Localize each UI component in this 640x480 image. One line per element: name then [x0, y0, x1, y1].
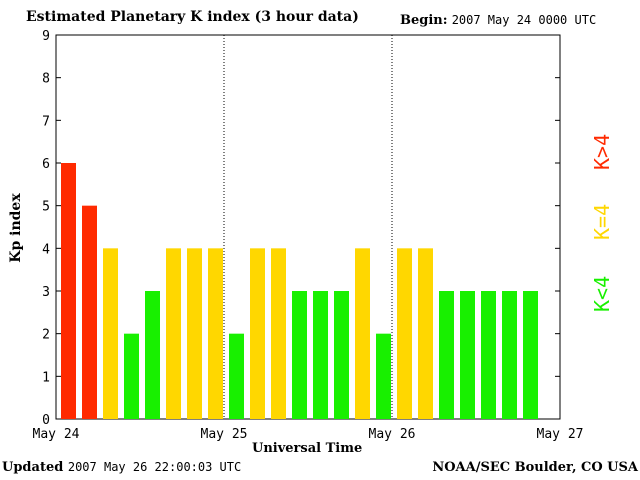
- kp-bar: [502, 291, 517, 419]
- kp-bar: [124, 333, 139, 419]
- x-tick-label: May 26: [369, 427, 416, 442]
- kp-bar: [355, 248, 370, 419]
- legend-mid: K=4: [590, 203, 614, 240]
- updated-label: Updated: [2, 460, 64, 475]
- kp-bar: [481, 291, 496, 419]
- y-tick-label: 0: [42, 413, 50, 428]
- kp-bar: [166, 248, 181, 419]
- y-tick-label: 9: [42, 29, 50, 44]
- y-tick-label: 6: [42, 157, 50, 172]
- begin-timestamp: Begin: 2007 May 24 0000 UTC: [400, 13, 596, 28]
- kp-bar: [103, 248, 118, 419]
- y-axis-label: Kp index: [8, 193, 24, 263]
- kp-bar: [271, 248, 286, 419]
- chart-title: Estimated Planetary K index (3 hour data…: [26, 9, 359, 25]
- kp-bar: [460, 291, 475, 419]
- legend-high: K>4: [590, 133, 614, 170]
- y-tick-label: 8: [42, 72, 50, 87]
- plot-frame: [55, 34, 561, 420]
- kp-bar: [523, 291, 538, 419]
- kp-bar: [313, 291, 328, 419]
- kp-bar: [145, 291, 160, 419]
- y-tick-label: 4: [42, 242, 50, 257]
- kp-bar: [292, 291, 307, 419]
- x-tick-label: May 25: [201, 427, 248, 442]
- kp-bar: [61, 163, 76, 419]
- updated-timestamp: Updated 2007 May 26 22:00:03 UTC: [2, 460, 241, 475]
- kp-bar: [376, 333, 391, 419]
- x-tick-label: May 27: [537, 427, 584, 442]
- begin-value: 2007 May 24 0000 UTC: [451, 13, 597, 27]
- y-tick-label: 1: [42, 370, 50, 385]
- begin-label: Begin:: [400, 13, 448, 28]
- kp-bar: [439, 291, 454, 419]
- credit-line: NOAA/SEC Boulder, CO USA: [432, 460, 638, 475]
- kp-bar: [82, 205, 97, 419]
- kp-bar: [208, 248, 223, 419]
- legend-low: K<4: [590, 275, 614, 312]
- updated-value: 2007 May 26 22:00:03 UTC: [67, 460, 242, 474]
- x-tick-label: May 24: [33, 427, 80, 442]
- kp-bar: [334, 291, 349, 419]
- kp-bar: [187, 248, 202, 419]
- y-tick-label: 2: [42, 328, 50, 343]
- y-tick-label: 7: [42, 114, 50, 129]
- kp-bar: [397, 248, 412, 419]
- kp-bar: [229, 333, 244, 419]
- kp-bar: [418, 248, 433, 419]
- y-tick-label: 3: [42, 285, 50, 300]
- y-tick-label: 5: [42, 200, 50, 215]
- x-axis-label: Universal Time: [252, 441, 363, 456]
- kp-bar: [250, 248, 265, 419]
